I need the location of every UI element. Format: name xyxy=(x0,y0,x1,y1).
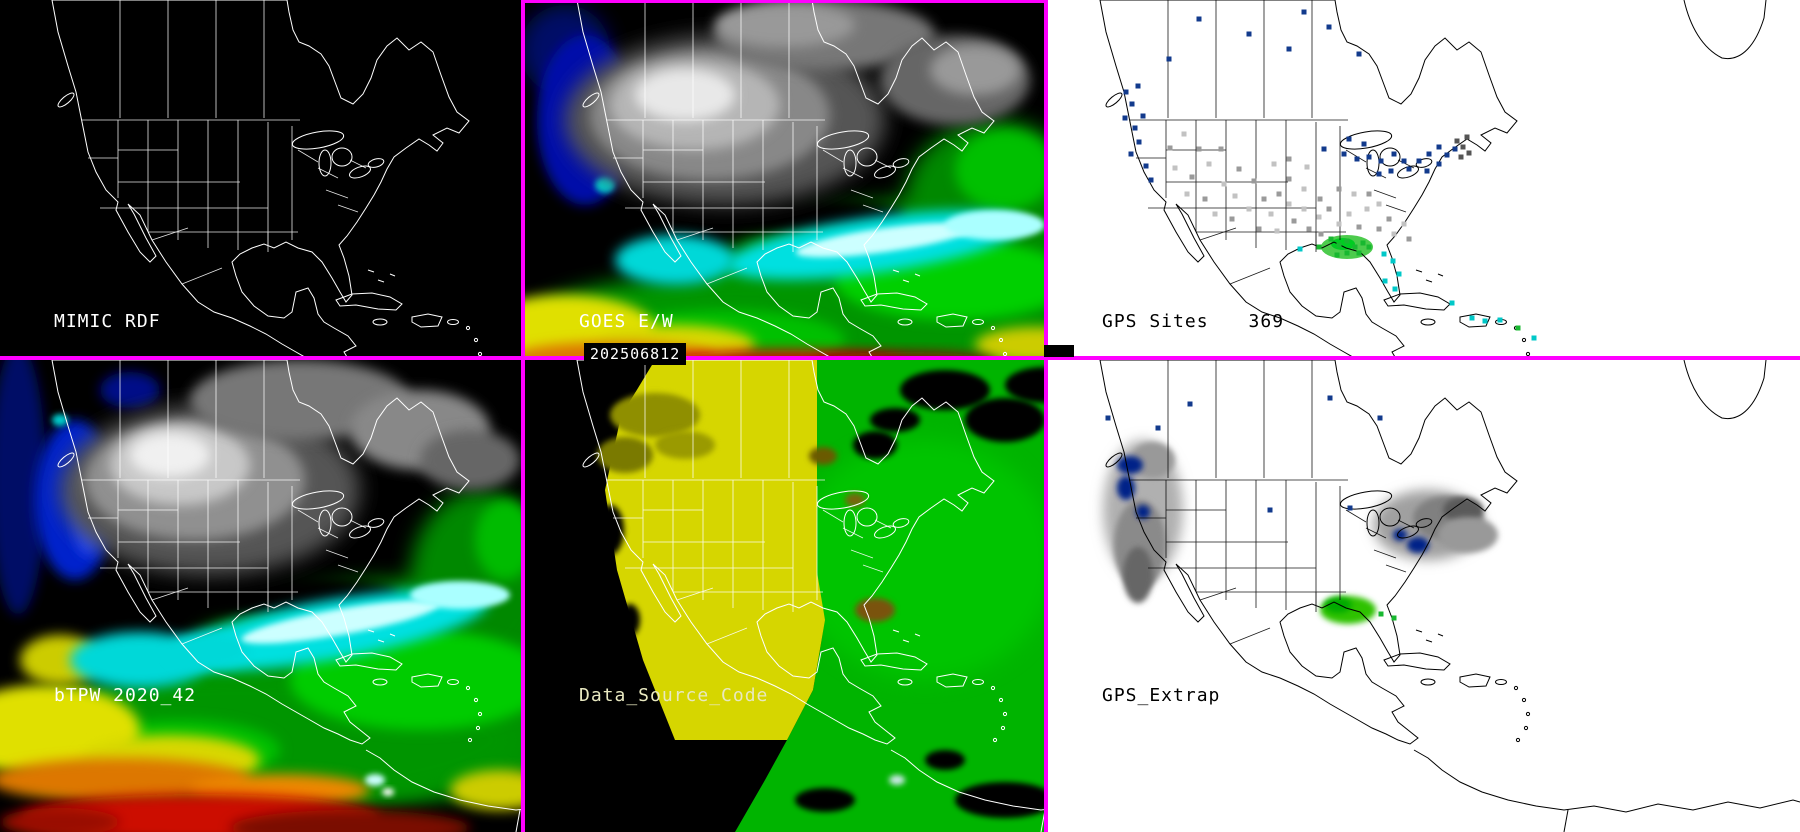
panel-label: bTPW 2020_42 xyxy=(54,685,197,706)
divider-top-edge xyxy=(521,0,1048,3)
panel-mimic-rdf: MIMIC RDF xyxy=(0,0,521,356)
panel-label: GPS_Extrap xyxy=(1102,685,1221,706)
gps-extrap-markers xyxy=(1105,395,1397,621)
gps-green-core xyxy=(1331,238,1355,250)
panel-label: Data_Source_Code xyxy=(579,685,769,706)
map-gps-sites xyxy=(1099,0,1800,356)
panel-label: GPS Sites 369 xyxy=(1102,312,1284,332)
source-code-field xyxy=(596,360,1044,832)
gps-sites-label: GPS Sites xyxy=(1102,311,1209,332)
timestamp-spacer xyxy=(1044,345,1074,357)
gps-sites-count: 369 xyxy=(1248,311,1285,332)
panel-data-source-code: Data_Source_Code xyxy=(525,360,1044,832)
panel-gps-sites: GPS Sites 369 xyxy=(1048,0,1800,356)
map-goes-ew xyxy=(525,0,1044,356)
extrap-field xyxy=(1103,440,1498,624)
panel-btpw: bTPW 2020_42 xyxy=(0,360,521,832)
divider-horizontal xyxy=(0,356,1800,360)
panel-label: MIMIC RDF xyxy=(54,311,161,332)
map-mimic-rdf xyxy=(51,0,521,356)
timestamp-badge: 202506812 xyxy=(584,343,687,365)
gps-site-markers xyxy=(1122,9,1537,341)
panel-gps-extrap: GPS_Extrap xyxy=(1048,360,1800,832)
tpw-color-field xyxy=(525,0,1044,356)
map-gps-extrap xyxy=(1099,360,1800,832)
divider-vertical-right xyxy=(1044,0,1048,832)
tpw-color-field xyxy=(0,360,521,832)
panel-label: GOES E/W xyxy=(579,311,674,332)
map-btpw xyxy=(0,360,521,832)
divider-vertical-left xyxy=(521,0,525,832)
map-data-source-code xyxy=(576,360,1044,832)
panel-goes-ew: GOES E/W xyxy=(525,0,1044,356)
